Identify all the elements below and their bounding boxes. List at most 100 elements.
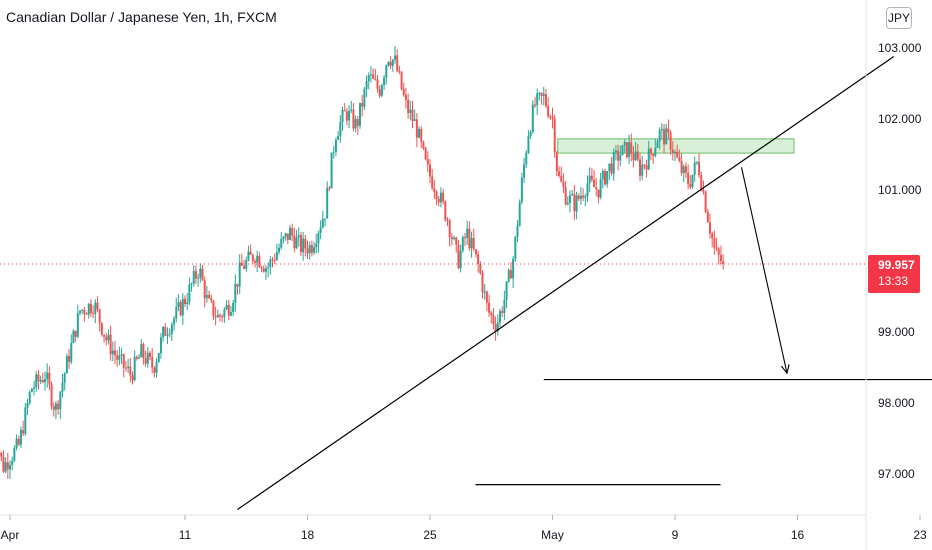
candle-body — [83, 309, 86, 314]
candle-body — [319, 227, 322, 233]
candle-body — [518, 202, 521, 227]
candle-body — [647, 148, 650, 170]
candle-body — [100, 322, 103, 335]
candle-body — [695, 161, 698, 163]
candle-body — [507, 270, 510, 282]
candle-body — [485, 291, 488, 303]
candle-body — [547, 106, 550, 117]
candle-body — [212, 300, 215, 317]
candle-body — [181, 298, 184, 316]
candle-body — [636, 151, 639, 160]
candle-body — [17, 438, 20, 445]
candle-body — [455, 237, 458, 245]
candle-body — [402, 89, 405, 95]
candle-body — [343, 110, 346, 112]
candle-body — [256, 255, 259, 263]
candle-body — [192, 271, 195, 284]
candle-body — [584, 196, 587, 198]
candle-body — [459, 250, 462, 269]
candle-body — [505, 281, 508, 300]
candle-body — [593, 179, 596, 188]
candle-body — [19, 430, 22, 445]
candle-body — [321, 218, 324, 228]
trendline[interactable] — [237, 56, 895, 510]
candle-body — [693, 162, 696, 175]
candle-body — [243, 265, 246, 269]
candle-body — [304, 238, 307, 249]
candle-body — [512, 258, 515, 279]
candle-body — [229, 311, 232, 316]
candle-body — [474, 249, 477, 255]
candle-body — [477, 254, 480, 264]
candle-body — [429, 164, 431, 177]
candle-body — [251, 254, 254, 262]
candle-body — [656, 141, 659, 148]
projection-arrow-line[interactable] — [740, 167, 788, 374]
candle-body — [577, 195, 580, 199]
candle-body — [667, 128, 670, 133]
candle-body — [439, 192, 442, 203]
candle-body — [240, 262, 243, 266]
projection-arrow-head — [780, 364, 790, 375]
resistance-zone[interactable] — [557, 138, 795, 154]
candle-body — [376, 79, 379, 89]
candle-body — [722, 261, 725, 265]
candle-body — [387, 61, 390, 66]
candle-body — [551, 116, 554, 119]
candle-body — [98, 309, 101, 323]
candle-body — [249, 251, 252, 255]
y-tick-label: 97.000 — [878, 467, 915, 481]
candle-body — [621, 145, 624, 156]
chart-title: Canadian Dollar / Japanese Yen, 1h, FXCM — [6, 9, 277, 25]
candle-body — [177, 302, 180, 308]
candle-body — [374, 78, 377, 80]
candle-body — [448, 220, 451, 238]
candle-body — [450, 237, 453, 240]
candle-body — [361, 102, 364, 107]
candle-body — [698, 161, 701, 176]
candle-body — [540, 92, 543, 97]
candle-body — [114, 350, 116, 356]
candle-body — [420, 128, 423, 142]
candle-body — [529, 131, 532, 137]
candle-body — [612, 152, 615, 174]
candle-body — [418, 128, 421, 138]
candle-body — [413, 119, 416, 122]
x-tick-label: 18 — [301, 528, 315, 542]
candle-body — [691, 174, 694, 187]
candle-body — [232, 302, 235, 312]
candle-body — [264, 268, 267, 272]
candle-body — [76, 313, 79, 337]
candle-body — [652, 154, 655, 156]
candle-body — [85, 313, 88, 315]
candle-body — [433, 188, 436, 192]
last-price-value: 99.957 — [878, 258, 915, 272]
candle-body — [639, 159, 641, 176]
candle-body — [415, 119, 418, 138]
candle-body — [380, 85, 383, 96]
candle-body — [527, 136, 530, 153]
candle-body — [687, 172, 690, 185]
candles-layer — [0, 45, 725, 479]
candle-body — [544, 94, 547, 107]
candle-body — [704, 191, 707, 212]
candle-body — [9, 464, 11, 470]
time-axis: Apr 11 18 25 May 9 16 23 — [1, 515, 927, 542]
candle-body — [52, 406, 55, 410]
candle-body — [619, 155, 622, 161]
candle-body — [660, 128, 663, 130]
candle-body — [159, 337, 162, 354]
candle-body — [157, 353, 160, 363]
candle-body — [571, 194, 574, 196]
currency-button[interactable]: JPY — [886, 7, 912, 29]
candle-body — [111, 350, 114, 355]
candle-body — [566, 202, 569, 205]
candle-body — [409, 109, 412, 114]
candle-body — [37, 374, 40, 382]
candle-body — [127, 366, 130, 368]
candle-body — [625, 141, 628, 158]
candle-body — [214, 316, 217, 318]
candle-body — [109, 334, 112, 355]
